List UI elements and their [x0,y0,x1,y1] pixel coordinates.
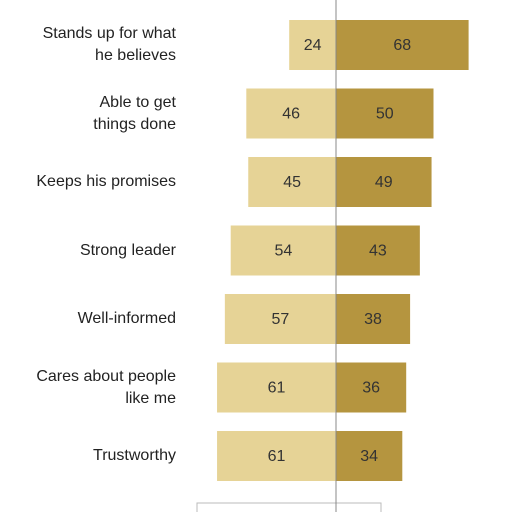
value-label: 24 [304,37,322,54]
category-label: Trustworthy [93,447,176,464]
bar [246,88,336,139]
bar [336,157,432,207]
value-label: 45 [283,174,301,191]
category-label: Keeps his promises [36,173,176,190]
value-label: 49 [375,174,393,191]
value-label: 61 [268,448,286,465]
value-label: 54 [274,243,292,260]
bar [289,20,336,70]
bar [217,431,336,481]
value-label: 34 [360,448,378,465]
category-label: Strong leader [79,241,176,259]
value-label: 38 [364,311,382,328]
bar [336,431,403,481]
bar [217,362,336,413]
value-label: 68 [393,37,411,54]
value-label: 50 [376,106,394,123]
value-label: 36 [362,380,380,397]
value-label: 46 [282,106,300,123]
value-label: 61 [268,380,286,397]
bar [336,20,469,70]
category-label: Able to get things done [93,93,176,133]
bar [248,157,336,207]
category-label: Cares about people like me [36,367,176,407]
frame-edge [196,502,382,512]
bar [230,225,336,276]
bar [336,362,407,413]
category-label: Stands up for what he believes [42,25,176,64]
bar [336,225,420,276]
value-label: 57 [272,311,290,328]
bar [224,294,336,344]
category-label: Well-informed [77,310,176,327]
bar [336,88,434,139]
value-label: 43 [369,243,387,260]
bar [336,294,411,344]
